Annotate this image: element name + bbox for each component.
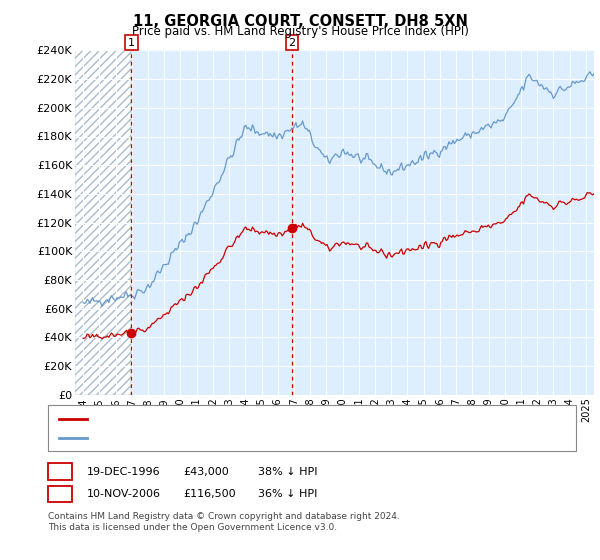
Text: HPI: Average price, detached house, County Durham: HPI: Average price, detached house, Coun… (91, 433, 367, 443)
Text: £116,500: £116,500 (183, 489, 236, 499)
Text: 11, GEORGIA COURT, CONSETT, DH8 5XN (detached house): 11, GEORGIA COURT, CONSETT, DH8 5XN (det… (91, 414, 403, 424)
Text: 36% ↓ HPI: 36% ↓ HPI (258, 489, 317, 499)
Text: 1: 1 (128, 38, 135, 48)
Text: Contains HM Land Registry data © Crown copyright and database right 2024.
This d: Contains HM Land Registry data © Crown c… (48, 512, 400, 532)
Text: Price paid vs. HM Land Registry's House Price Index (HPI): Price paid vs. HM Land Registry's House … (131, 25, 469, 38)
Text: £43,000: £43,000 (183, 466, 229, 477)
Text: 2: 2 (288, 38, 295, 48)
Text: 38% ↓ HPI: 38% ↓ HPI (258, 466, 317, 477)
Text: 19-DEC-1996: 19-DEC-1996 (87, 466, 161, 477)
Text: 11, GEORGIA COURT, CONSETT, DH8 5XN: 11, GEORGIA COURT, CONSETT, DH8 5XN (133, 14, 467, 29)
Text: 10-NOV-2006: 10-NOV-2006 (87, 489, 161, 499)
Bar (75, 50, 131, 395)
Bar (75, 50, 131, 395)
Text: 1: 1 (56, 465, 64, 478)
Text: 2: 2 (56, 487, 64, 501)
